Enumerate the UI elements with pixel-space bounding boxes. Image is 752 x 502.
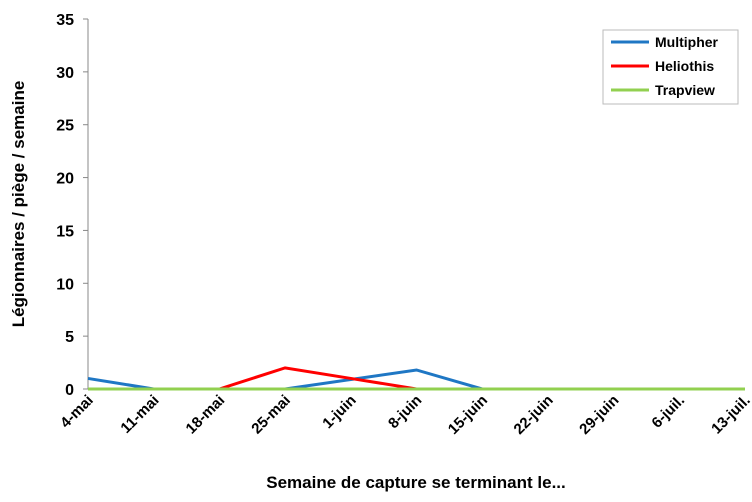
y-tick-label: 20	[56, 171, 74, 188]
y-tick-label: 5	[65, 329, 74, 346]
x-tick-label: 1-juin	[319, 392, 359, 432]
x-tick-label: 4-mai	[57, 392, 97, 432]
x-tick-label: 8-juin	[385, 392, 425, 432]
y-tick-label: 15	[56, 223, 74, 240]
legend-label: Heliothis	[655, 58, 714, 74]
y-tick-label: 0	[65, 382, 74, 399]
y-tick-label: 10	[56, 276, 74, 293]
y-tick-label: 25	[56, 118, 74, 135]
x-tick-label: 25-mai	[248, 392, 294, 438]
x-axis-title: Semaine de capture se terminant le...	[266, 473, 566, 492]
x-tick-label: 18-mai	[183, 392, 229, 438]
legend-label: Trapview	[655, 82, 715, 98]
line-series	[87, 368, 745, 391]
y-tick-label: 35	[56, 12, 74, 29]
x-tick-label: 29-juin	[576, 392, 622, 438]
x-tick-label: 13-juil.	[708, 392, 752, 438]
legend-label: Multipher	[655, 34, 719, 50]
y-axis-title: Légionnaires / piège / semaine	[9, 81, 28, 328]
x-tick-label: 15-juin	[445, 392, 491, 438]
y-tick-label: 30	[56, 65, 74, 82]
x-tick-label: 22-juin	[511, 392, 557, 438]
x-tick-label: 11-mai	[117, 392, 162, 437]
x-tick-label: 6-juil.	[648, 392, 688, 432]
